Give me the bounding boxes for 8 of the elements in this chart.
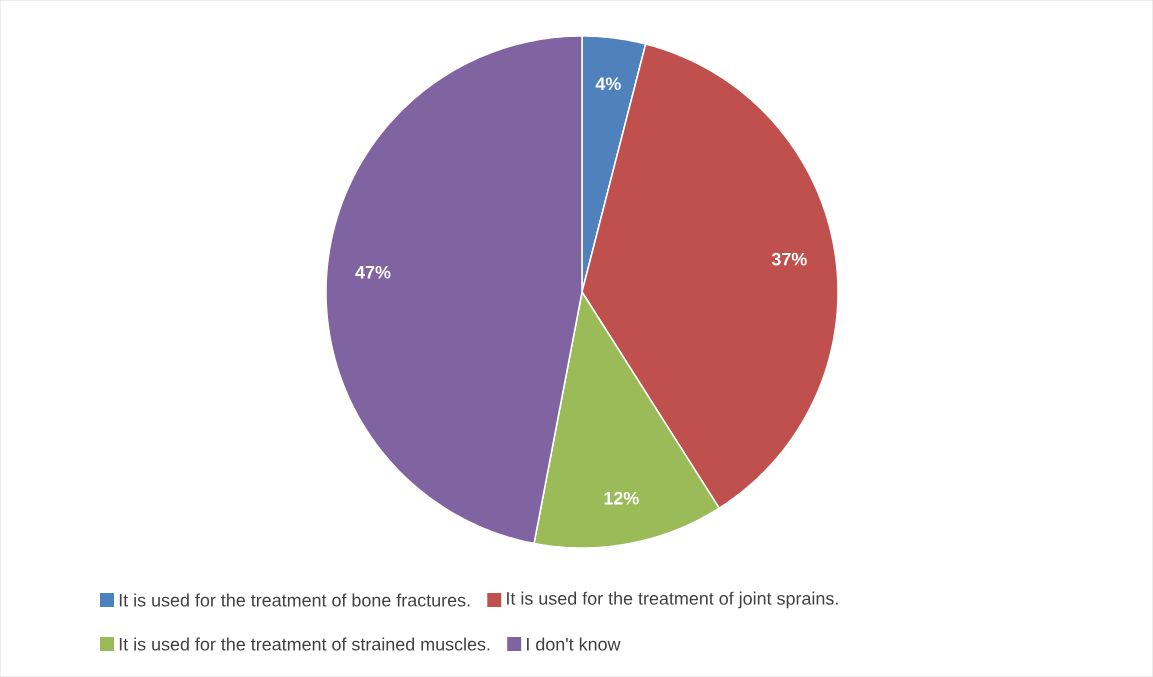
data-label: 4% xyxy=(595,77,621,91)
legend-label: It is used for the treatment of strained muscles. xyxy=(119,637,490,651)
legend-label: It is used for the treatment of joint sprains. xyxy=(507,591,838,609)
data-label: 37% xyxy=(771,252,807,266)
legend-label: I don't know xyxy=(527,637,621,651)
data-label: 12% xyxy=(604,491,639,505)
data-label: 47% xyxy=(355,265,391,279)
legend-label: It is used for the treatment of bone fractures. xyxy=(119,593,470,607)
